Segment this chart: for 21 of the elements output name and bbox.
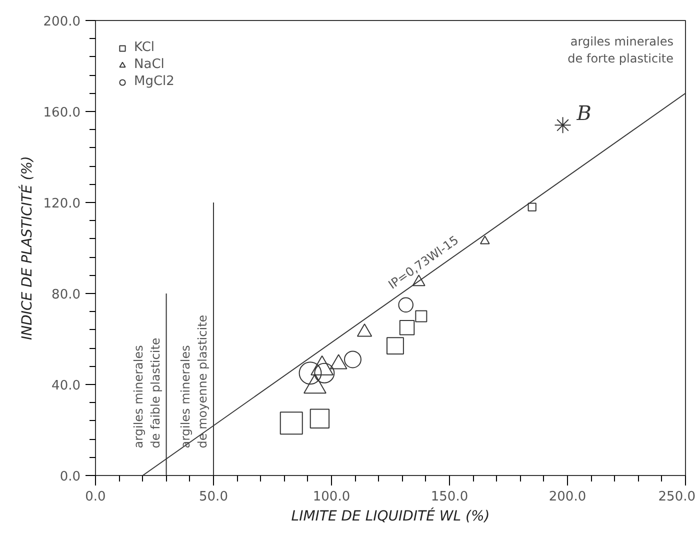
- text: argiles minerales de faible plasticite: [132, 338, 162, 448]
- legend-label: KCl: [134, 40, 155, 55]
- x-tick-label: 100.0: [312, 490, 350, 504]
- x-axis-title: LIMITE DE LIQUIDITÉ WL (%): [291, 508, 490, 524]
- y-tick-label: 0.0: [60, 470, 81, 484]
- y-axis-title: INDICE DE PLASTICITÉ (%): [18, 156, 36, 340]
- legend-label: MgCl2: [134, 74, 174, 89]
- x-tick-label: 250.0: [658, 490, 695, 504]
- x-tick-label: 200.0: [548, 490, 586, 504]
- annotation: argiles minerales de forte plasticite: [568, 34, 674, 66]
- text: argiles minerales de moyenne plasticite: [178, 314, 210, 448]
- y-tick-label: 120.0: [43, 196, 80, 212]
- x-tick-label: 0.0: [85, 490, 106, 504]
- x-tick-label: 50.0: [199, 490, 228, 504]
- legend-label: NaCl: [134, 57, 164, 72]
- y-tick-label: 200.0: [43, 14, 80, 30]
- y-tick-label: 40.0: [52, 378, 81, 394]
- y-tick-label: 80.0: [52, 288, 81, 302]
- series-label: B: [576, 101, 592, 126]
- y-tick-label: 160.0: [43, 106, 80, 120]
- x-tick-label: 150.0: [430, 490, 468, 504]
